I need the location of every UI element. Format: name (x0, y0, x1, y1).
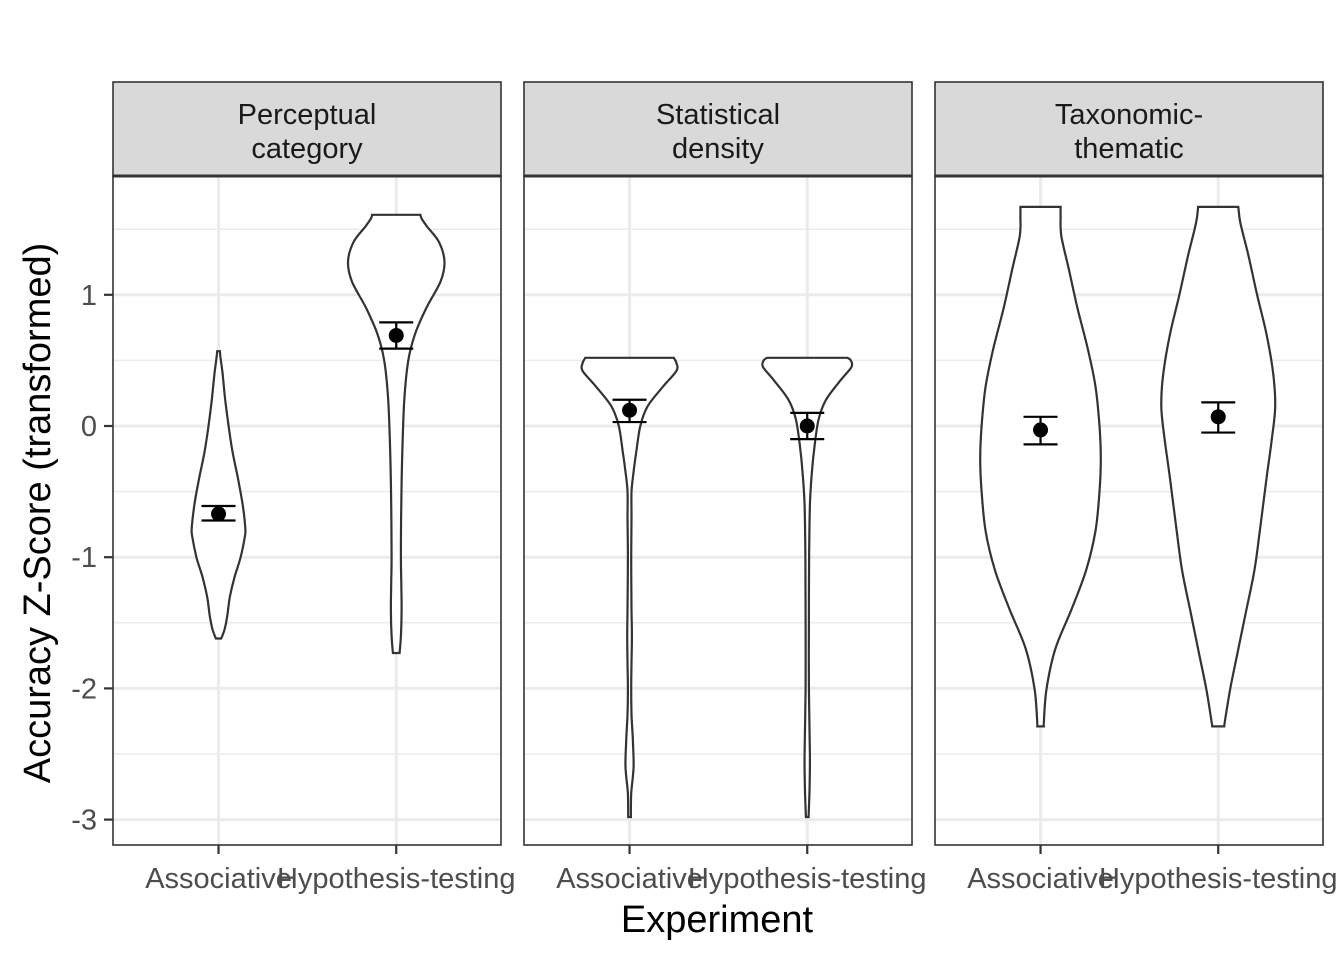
y-axis-title: Accuracy Z-Score (transformed) (17, 243, 59, 784)
x-tick-label: Associative (556, 863, 703, 895)
violin-shape (761, 356, 854, 819)
y-tick-label: -3 (71, 805, 97, 837)
x-axis-title: Experiment (621, 899, 814, 941)
x-tick-label: Hypothesis-testing (277, 863, 516, 895)
facet-title-line: density (672, 133, 764, 165)
facet-title-line: category (251, 133, 363, 165)
x-tick-label: Associative (145, 863, 292, 895)
panel-background (524, 176, 912, 845)
violin-shape (346, 213, 446, 655)
facet-title-line: thematic (1074, 133, 1184, 165)
y-tick-label: -1 (71, 542, 97, 574)
y-tick-label: 1 (81, 280, 97, 312)
x-tick-label: Hypothesis-testing (1099, 863, 1338, 895)
mean-point (1033, 422, 1049, 438)
violin-shape (580, 356, 679, 819)
facet-title-line: Statistical (656, 99, 780, 131)
facet-strip (934, 81, 1324, 177)
mean-point (388, 327, 404, 343)
violin-shape (190, 350, 247, 640)
mean-point (799, 418, 815, 434)
facet-strip (112, 81, 502, 177)
violin-shape (979, 205, 1102, 728)
y-tick-label: 0 (81, 411, 97, 443)
mean-point (211, 506, 227, 522)
facet-strip (523, 81, 913, 177)
violin-shape (1160, 205, 1277, 728)
mean-point (622, 402, 638, 418)
y-tick-label: -2 (71, 673, 97, 705)
x-tick-label: Associative (967, 863, 1114, 895)
facet-title-line: Perceptual (238, 99, 377, 131)
facet-title-line: Taxonomic- (1055, 99, 1203, 131)
x-tick-label: Hypothesis-testing (688, 863, 927, 895)
mean-point (1210, 409, 1226, 425)
